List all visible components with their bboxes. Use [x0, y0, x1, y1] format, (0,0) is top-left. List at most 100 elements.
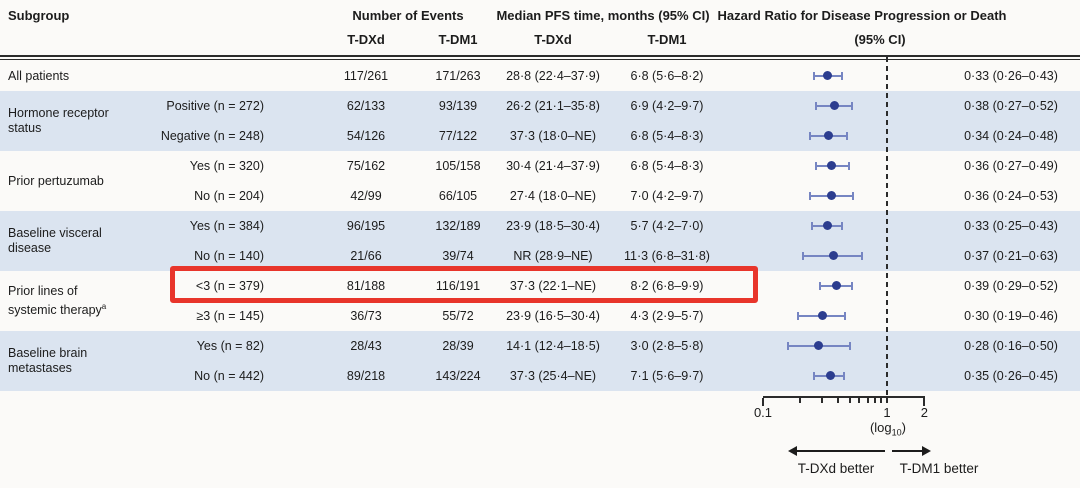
median-tdxd-value: 27·4 (18·0–NE)	[509, 189, 597, 203]
median-tdm1-value: 6·8 (5·6–8·2)	[630, 69, 704, 83]
table-row: Yes (n = 320) 75/162 105/158 30·4 (21·4–37·…	[0, 151, 1080, 181]
median-tdxd-value: 30·4 (21·4–37·9)	[506, 159, 600, 173]
header-divider-rule	[0, 55, 1080, 60]
median-tdm1-value: 7·1 (5·6–9·7)	[630, 369, 704, 383]
table-row: Yes (n = 82) 28/43 28/39 14·1 (12·4–18·5) 3·…	[0, 331, 1080, 361]
events-tdm1-value: 28/39	[442, 339, 474, 353]
axis-line	[763, 396, 925, 398]
ci-cap-right	[840, 222, 843, 230]
hr-point-estimate	[817, 311, 827, 320]
events-tdm1-value: 105/158	[435, 159, 481, 173]
subgroup-group: Baseline brain metastases Yes (n = 82) 28/4…	[0, 331, 1080, 391]
hr-point-estimate	[827, 191, 837, 200]
axis-tick	[762, 398, 764, 406]
hazard-ratio-value: 0·33 (0·25–0·43)	[964, 219, 1058, 233]
events-tdm1-value: 55/72	[442, 309, 474, 323]
subheader-median-tdm1: T-DM1	[647, 32, 687, 47]
hazard-ratio-value: 0·36 (0·24–0·53)	[964, 189, 1058, 203]
subgroup-value: Yes (n = 82)	[196, 339, 264, 353]
axis-tick	[836, 398, 839, 403]
hr-point-estimate	[822, 221, 832, 230]
median-tdxd-value: 37·3 (18·0–NE)	[509, 129, 597, 143]
ci-cap-left	[813, 72, 816, 80]
hazard-ratio-value: 0·35 (0·26–0·45)	[964, 369, 1058, 383]
axis-tick	[886, 398, 888, 403]
hr-point-estimate	[825, 371, 835, 380]
hazard-ratio-value: 0·38 (0·27–0·52)	[964, 99, 1058, 113]
hazard-ratio-value: 0·33 (0·26–0·43)	[964, 69, 1058, 83]
median-tdxd-value: 37·3 (22·1–NE)	[509, 279, 597, 293]
axis-tick-label: 0.1	[753, 405, 773, 420]
events-tdm1-value: 93/139	[438, 99, 478, 113]
table-row: Yes (n = 384) 96/195 132/189 23·9 (18·5–30·…	[0, 211, 1080, 241]
events-tdm1-value: 66/105	[438, 189, 478, 203]
ci-cap-left	[809, 132, 812, 140]
axis-tick	[866, 398, 869, 403]
subgroup-value: <3 (n = 379)	[195, 279, 264, 293]
subgroup-value: Negative (n = 248)	[160, 129, 264, 143]
events-tdm1-value: 143/224	[435, 369, 481, 383]
ci-cap-left	[813, 372, 816, 380]
ci-cap-right	[850, 102, 853, 110]
events-tdm1-value: 77/122	[438, 129, 478, 143]
subgroup-label: Hormone receptor status	[8, 106, 109, 135]
subgroup-label: Prior lines of systemic therapya	[8, 283, 107, 318]
highlight-box	[170, 266, 758, 303]
median-tdm1-value: 6·9 (4·2–9·7)	[630, 99, 704, 113]
ci-cap-right	[846, 132, 849, 140]
events-tdxd-value: 89/218	[346, 369, 386, 383]
subgroup-label: Baseline brain metastases	[8, 346, 88, 375]
table-row: No (n = 442) 89/218 143/224 37·3 (25·4–NE) 7…	[0, 361, 1080, 391]
subheader-events-tdm1: T-DM1	[438, 32, 478, 47]
axis-tick	[799, 398, 802, 403]
hr-point-estimate	[831, 281, 841, 290]
axis-tick-label: 1	[883, 405, 891, 420]
events-tdxd-value: 81/188	[346, 279, 386, 293]
events-tdxd-value: 75/162	[346, 159, 386, 173]
events-tdm1-value: 116/191	[435, 279, 481, 293]
table-row: Positive (n = 272) 62/133 93/139 26·2 (21·1…	[0, 91, 1080, 121]
ci-cap-left	[815, 162, 818, 170]
column-header-median-pfs: Median PFS time, months (95% CI)	[496, 8, 710, 23]
ci-cap-left	[796, 312, 799, 320]
events-tdxd-value: 28/43	[350, 339, 382, 353]
events-tdxd-value: 62/133	[346, 99, 386, 113]
ci-cap-left	[819, 282, 822, 290]
ci-cap-right	[848, 342, 851, 350]
median-tdxd-value: 14·1 (12·4–18·5)	[506, 339, 600, 353]
median-tdxd-value: 23·9 (18·5–30·4)	[506, 219, 600, 233]
hr-point-estimate	[824, 131, 834, 140]
ci-cap-left	[815, 102, 818, 110]
hazard-ratio-value: 0·36 (0·27–0·49)	[964, 159, 1058, 173]
subgroup-label: Baseline visceral disease	[8, 226, 102, 255]
axis-tick	[923, 398, 926, 406]
ci-cap-right	[847, 162, 850, 170]
tdm1-better-arrow-icon	[892, 446, 931, 456]
axis-scale-note: (log10)	[838, 420, 938, 438]
axis-tick-label: 2	[920, 405, 928, 420]
subheader-hazard-ci: (95% CI)	[854, 32, 906, 47]
median-tdxd-value: NR (28·9–NE)	[513, 249, 593, 263]
axis-scale-note-pre: (log	[869, 420, 892, 435]
median-tdm1-value: 6·8 (5·4–8·3)	[630, 159, 704, 173]
hazard-ratio-value: 0·34 (0·24–0·48)	[964, 129, 1058, 143]
events-tdm1-value: 132/189	[435, 219, 481, 233]
median-tdm1-value: 6·8 (5·4–8·3)	[630, 129, 704, 143]
table-row: ≥3 (n = 145) 36/73 55/72 23·9 (16·5–30·4) 4·…	[0, 301, 1080, 331]
median-tdxd-value: 37·3 (25·4–NE)	[509, 369, 597, 383]
axis-tick	[873, 398, 876, 403]
events-tdxd-value: 21/66	[350, 249, 382, 263]
median-tdm1-value: 11·3 (6·8–31·8)	[624, 249, 710, 263]
events-tdxd-value: 54/126	[346, 129, 386, 143]
subgroup-value: ≥3 (n = 145)	[196, 309, 264, 323]
events-tdm1-value: 171/263	[435, 69, 481, 83]
subgroup-value: Yes (n = 384)	[189, 219, 264, 233]
median-tdm1-value: 3·0 (2·8–5·8)	[630, 339, 704, 353]
tdm1-better-label: T-DM1 better	[899, 461, 979, 476]
ci-cap-right	[840, 72, 843, 80]
events-tdxd-value: 42/99	[350, 189, 382, 203]
subgroup-value: Yes (n = 320)	[189, 159, 264, 173]
events-tdxd-value: 36/73	[350, 309, 382, 323]
median-tdm1-value: 7·0 (4·2–9·7)	[630, 189, 704, 203]
